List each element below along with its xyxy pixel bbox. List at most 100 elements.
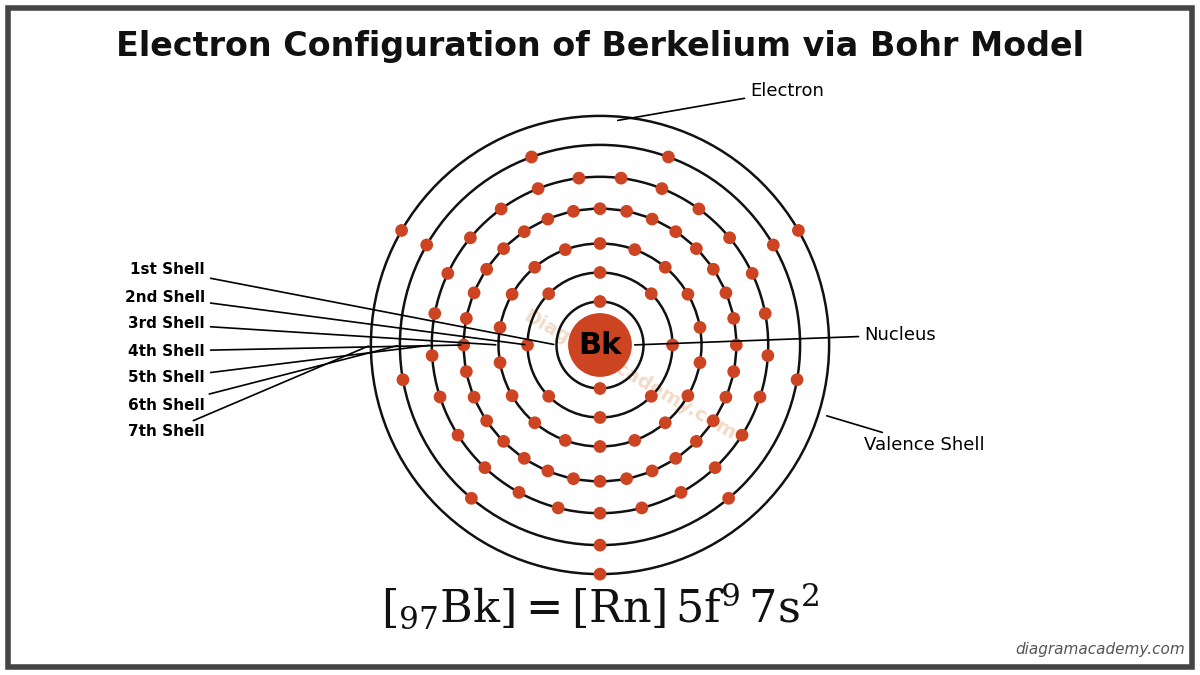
Ellipse shape	[690, 435, 703, 448]
Text: $\mathregular{[_{97}Bk] = [Rn]\,5f^9\,7s^2}$: $\mathregular{[_{97}Bk] = [Rn]\,5f^9\,7s…	[382, 582, 818, 632]
Text: 4th Shell: 4th Shell	[128, 344, 461, 358]
Ellipse shape	[670, 225, 682, 238]
Ellipse shape	[480, 414, 493, 427]
Ellipse shape	[792, 224, 805, 237]
Ellipse shape	[791, 373, 804, 386]
Ellipse shape	[754, 391, 767, 404]
Ellipse shape	[594, 539, 606, 551]
Ellipse shape	[746, 267, 758, 279]
Ellipse shape	[479, 461, 491, 474]
Text: 6th Shell: 6th Shell	[128, 346, 397, 412]
Ellipse shape	[762, 349, 774, 362]
Ellipse shape	[480, 263, 493, 275]
Ellipse shape	[433, 391, 446, 404]
Ellipse shape	[518, 225, 530, 238]
Ellipse shape	[505, 389, 518, 402]
Ellipse shape	[629, 243, 641, 256]
Ellipse shape	[460, 312, 473, 325]
Text: 2nd Shell: 2nd Shell	[125, 290, 524, 345]
Ellipse shape	[542, 288, 556, 300]
Ellipse shape	[594, 266, 606, 279]
Ellipse shape	[521, 339, 534, 352]
Ellipse shape	[727, 312, 740, 325]
Ellipse shape	[644, 288, 658, 300]
Ellipse shape	[442, 267, 454, 279]
Ellipse shape	[497, 435, 510, 448]
Ellipse shape	[541, 464, 554, 477]
Ellipse shape	[682, 389, 695, 402]
Ellipse shape	[659, 261, 672, 273]
Ellipse shape	[707, 263, 720, 275]
Ellipse shape	[659, 416, 672, 429]
Ellipse shape	[707, 414, 720, 427]
Ellipse shape	[690, 242, 703, 255]
Ellipse shape	[709, 461, 721, 474]
Ellipse shape	[532, 182, 545, 195]
Ellipse shape	[464, 232, 476, 244]
Ellipse shape	[594, 507, 606, 520]
Ellipse shape	[646, 464, 659, 477]
Ellipse shape	[662, 151, 674, 163]
Ellipse shape	[542, 390, 556, 403]
Text: Bk: Bk	[578, 331, 622, 360]
Ellipse shape	[682, 288, 695, 300]
Ellipse shape	[559, 434, 571, 447]
Ellipse shape	[629, 434, 641, 447]
Ellipse shape	[594, 202, 606, 215]
Text: Electron Configuration of Berkelium via Bohr Model: Electron Configuration of Berkelium via …	[116, 30, 1084, 63]
Ellipse shape	[396, 373, 409, 386]
Ellipse shape	[526, 151, 538, 163]
Ellipse shape	[674, 486, 688, 499]
Ellipse shape	[395, 224, 408, 237]
Text: Electron: Electron	[618, 82, 824, 120]
Ellipse shape	[568, 205, 580, 218]
Ellipse shape	[767, 238, 780, 251]
Ellipse shape	[572, 171, 586, 184]
Text: diagramacademy.com: diagramacademy.com	[1015, 642, 1186, 657]
Ellipse shape	[420, 238, 433, 251]
Ellipse shape	[528, 261, 541, 273]
Ellipse shape	[636, 502, 648, 514]
Circle shape	[568, 313, 632, 377]
Ellipse shape	[594, 295, 606, 308]
Ellipse shape	[594, 568, 606, 580]
Ellipse shape	[720, 286, 732, 299]
Ellipse shape	[568, 472, 580, 485]
Text: Valence Shell: Valence Shell	[827, 416, 985, 454]
Ellipse shape	[497, 242, 510, 255]
Ellipse shape	[559, 243, 571, 256]
Text: 5th Shell: 5th Shell	[128, 346, 430, 385]
Ellipse shape	[722, 492, 736, 505]
Ellipse shape	[594, 475, 606, 487]
Text: 7th Shell: 7th Shell	[128, 346, 368, 439]
Ellipse shape	[426, 349, 438, 362]
Ellipse shape	[468, 286, 480, 299]
Text: 1st Shell: 1st Shell	[131, 263, 553, 344]
Ellipse shape	[727, 365, 740, 378]
Ellipse shape	[614, 171, 628, 184]
Text: 3rd Shell: 3rd Shell	[128, 317, 496, 345]
Ellipse shape	[428, 307, 442, 320]
Text: Diagramacademy.com: Diagramacademy.com	[521, 306, 739, 443]
Ellipse shape	[464, 492, 478, 505]
Ellipse shape	[451, 429, 464, 441]
Ellipse shape	[646, 213, 659, 225]
Ellipse shape	[736, 429, 749, 441]
Ellipse shape	[505, 288, 518, 300]
Ellipse shape	[620, 205, 632, 218]
Ellipse shape	[528, 416, 541, 429]
Ellipse shape	[655, 182, 668, 195]
Ellipse shape	[594, 382, 606, 395]
Ellipse shape	[730, 339, 743, 352]
Ellipse shape	[468, 391, 480, 404]
Ellipse shape	[720, 391, 732, 404]
Ellipse shape	[494, 202, 508, 215]
Ellipse shape	[670, 452, 682, 464]
Ellipse shape	[758, 307, 772, 320]
Ellipse shape	[541, 213, 554, 225]
Ellipse shape	[694, 356, 707, 369]
Text: Nucleus: Nucleus	[635, 326, 936, 345]
Ellipse shape	[644, 390, 658, 403]
Ellipse shape	[594, 237, 606, 250]
Ellipse shape	[594, 440, 606, 453]
